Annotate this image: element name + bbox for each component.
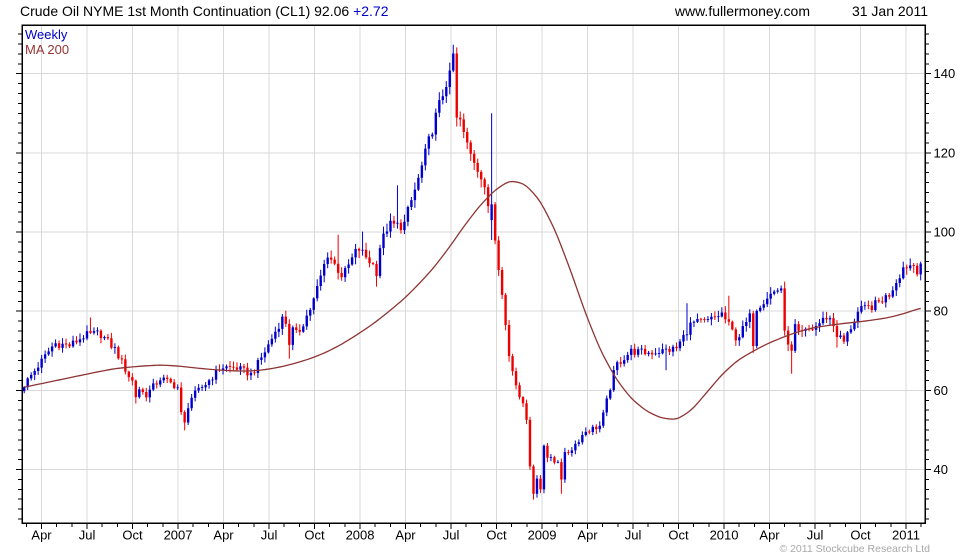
y-axis-label: 140 (934, 66, 956, 81)
x-axis-label: Apr (577, 528, 598, 543)
y-axis-label: 40 (934, 462, 948, 477)
price-change: +2.72 (353, 3, 389, 19)
chart-legend: Weekly MA 200 (25, 27, 69, 57)
up-candle-wicks (23, 44, 922, 498)
y-axis-label: 120 (934, 145, 956, 160)
legend-weekly: Weekly (25, 27, 68, 42)
x-axis-label: Oct (304, 528, 325, 543)
x-axis-label: Apr (395, 528, 416, 543)
down-candle-wicks (58, 47, 918, 500)
x-axis-label: Oct (668, 528, 689, 543)
axes (21, 24, 926, 524)
ma-200-line (24, 180, 921, 420)
plot-border (21, 24, 926, 524)
instrument-name: Crude Oil NYME 1st Month Continuation (C… (20, 3, 311, 19)
x-axis-label: 2010 (710, 528, 739, 543)
up-candle-bodies (23, 53, 922, 494)
x-axis-label: Apr (31, 528, 52, 543)
x-axis-label: Oct (486, 528, 507, 543)
x-axis-label: Jul (79, 528, 96, 543)
x-axis-label: Apr (759, 528, 780, 543)
x-axis-label: Jul (443, 528, 460, 543)
grid (23, 26, 924, 522)
legend-ma-200: MA 200 (25, 42, 70, 57)
x-axis-label: 2009 (528, 528, 557, 543)
chart-title: Crude Oil NYME 1st Month Continuation (C… (20, 3, 389, 19)
x-axis-label: Oct (122, 528, 143, 543)
y-axis-label: 80 (934, 304, 948, 319)
x-axis-label: 2011 (892, 528, 920, 543)
date-label: 31 Jan 2011 (851, 3, 928, 19)
x-axis-label: Jul (807, 528, 824, 543)
y-axis-label: 100 (934, 225, 956, 240)
y-axis-label: 60 (934, 383, 948, 398)
candlestick-series (23, 44, 922, 500)
x-axis-label: Oct (850, 528, 871, 543)
x-axis-label: Apr (213, 528, 234, 543)
copyright-label: © 2011 Stockcube Research Ltd (779, 543, 930, 555)
x-axis-label: 2007 (164, 528, 193, 543)
x-axis-label: Jul (261, 528, 278, 543)
last-price: 92.06 (314, 3, 350, 19)
down-candle-bodies (57, 53, 919, 494)
x-axis-label: Jul (625, 528, 642, 543)
website-label: www.fullermoney.com (674, 3, 810, 19)
axis-ticks (16, 33, 931, 529)
x-axis-label: 2008 (346, 528, 375, 543)
